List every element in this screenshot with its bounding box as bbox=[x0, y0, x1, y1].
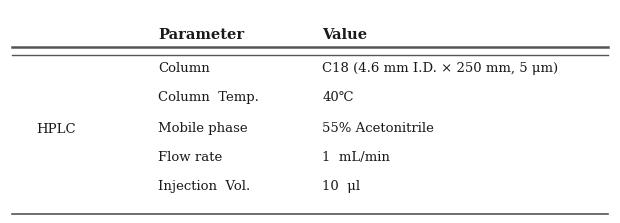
Text: C18 (4.6 mm I.D. × 250 mm, 5 μm): C18 (4.6 mm I.D. × 250 mm, 5 μm) bbox=[322, 62, 559, 74]
Text: Injection  Vol.: Injection Vol. bbox=[158, 180, 250, 193]
Text: Mobile phase: Mobile phase bbox=[158, 122, 248, 135]
Text: 40℃: 40℃ bbox=[322, 91, 354, 103]
Text: 1  mL/min: 1 mL/min bbox=[322, 151, 390, 164]
Text: Value: Value bbox=[322, 28, 368, 41]
Text: Parameter: Parameter bbox=[158, 28, 244, 41]
Text: Column  Temp.: Column Temp. bbox=[158, 91, 259, 103]
Text: Column: Column bbox=[158, 62, 210, 74]
Text: HPLC: HPLC bbox=[36, 123, 76, 136]
Text: 10  μl: 10 μl bbox=[322, 180, 360, 193]
Text: Flow rate: Flow rate bbox=[158, 151, 223, 164]
Text: 55% Acetonitrile: 55% Acetonitrile bbox=[322, 122, 434, 135]
